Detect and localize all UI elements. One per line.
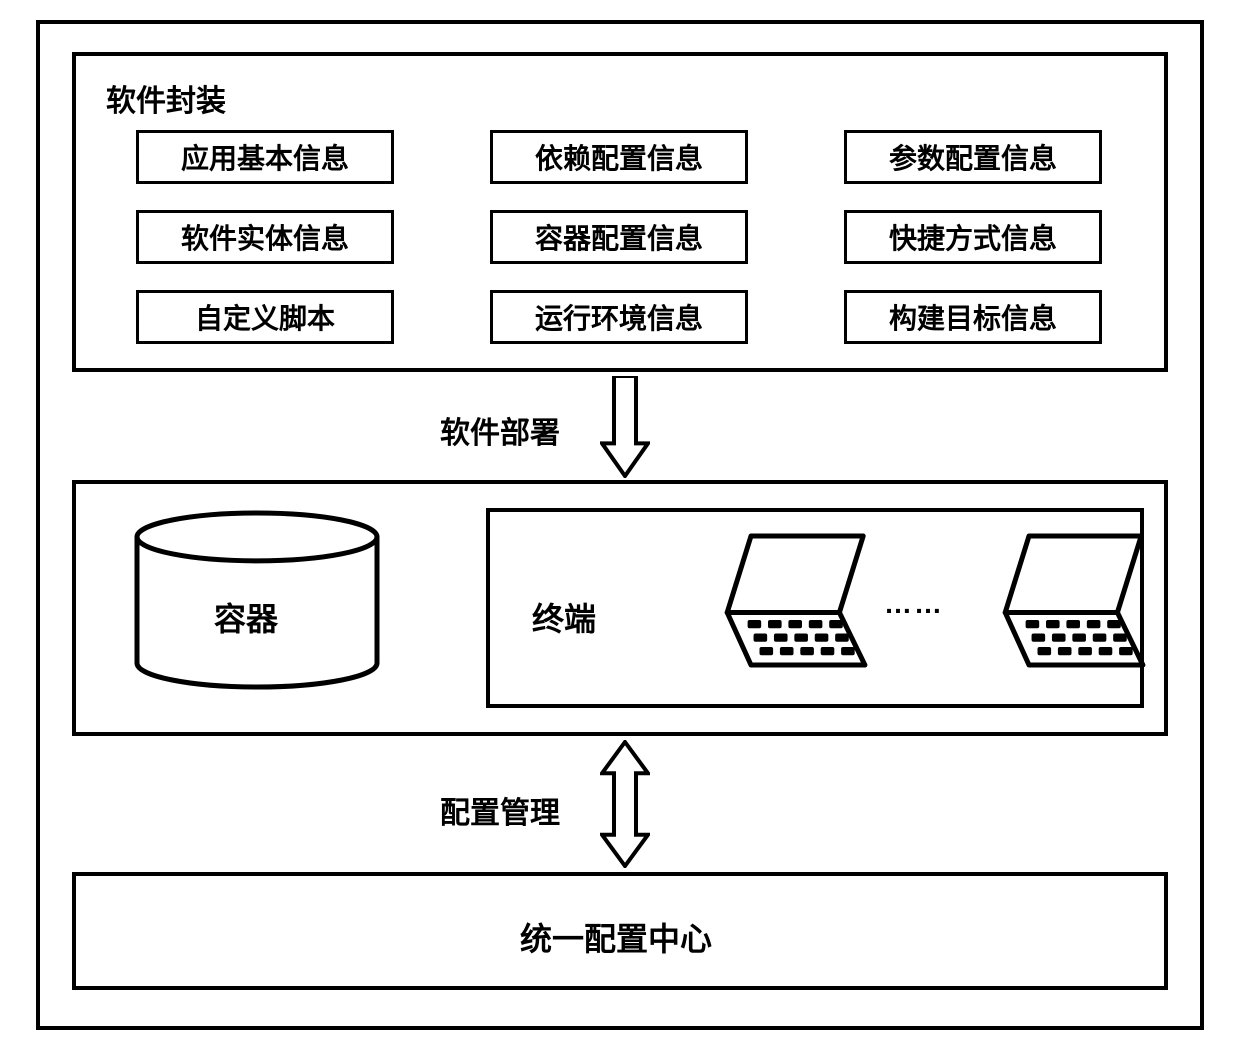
info-box-build-target: 构建目标信息 xyxy=(844,290,1102,344)
packaging-title: 软件封装 xyxy=(106,76,226,120)
info-box-shortcut: 快捷方式信息 xyxy=(844,210,1102,264)
info-box-dependency: 依赖配置信息 xyxy=(490,130,748,184)
info-box-param-cfg: 参数配置信息 xyxy=(844,130,1102,184)
container-label: 容器 xyxy=(214,594,278,640)
ellipsis-icon: …… xyxy=(884,588,944,620)
arrow-down-icon xyxy=(600,376,650,478)
deploy-arrow-label: 软件部署 xyxy=(440,408,560,452)
config-arrow-icon xyxy=(600,740,650,868)
info-box-container-cfg: 容器配置信息 xyxy=(490,210,748,264)
laptop-icon xyxy=(700,530,870,680)
laptop-icon xyxy=(978,530,1148,680)
info-box-software-entity: 软件实体信息 xyxy=(136,210,394,264)
arrow-updown-icon xyxy=(600,740,650,868)
config-center-label: 统一配置中心 xyxy=(520,914,712,960)
info-box-custom-script: 自定义脚本 xyxy=(136,290,394,344)
info-box-runtime-env: 运行环境信息 xyxy=(490,290,748,344)
terminal-label: 终端 xyxy=(532,594,596,640)
config-arrow-label: 配置管理 xyxy=(440,788,560,832)
info-box-app-basic: 应用基本信息 xyxy=(136,130,394,184)
deploy-arrow-icon xyxy=(600,376,650,478)
